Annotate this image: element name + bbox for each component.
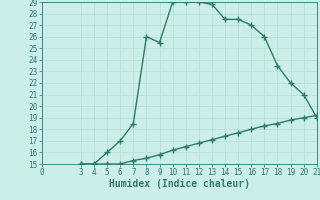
X-axis label: Humidex (Indice chaleur): Humidex (Indice chaleur) (109, 179, 250, 189)
